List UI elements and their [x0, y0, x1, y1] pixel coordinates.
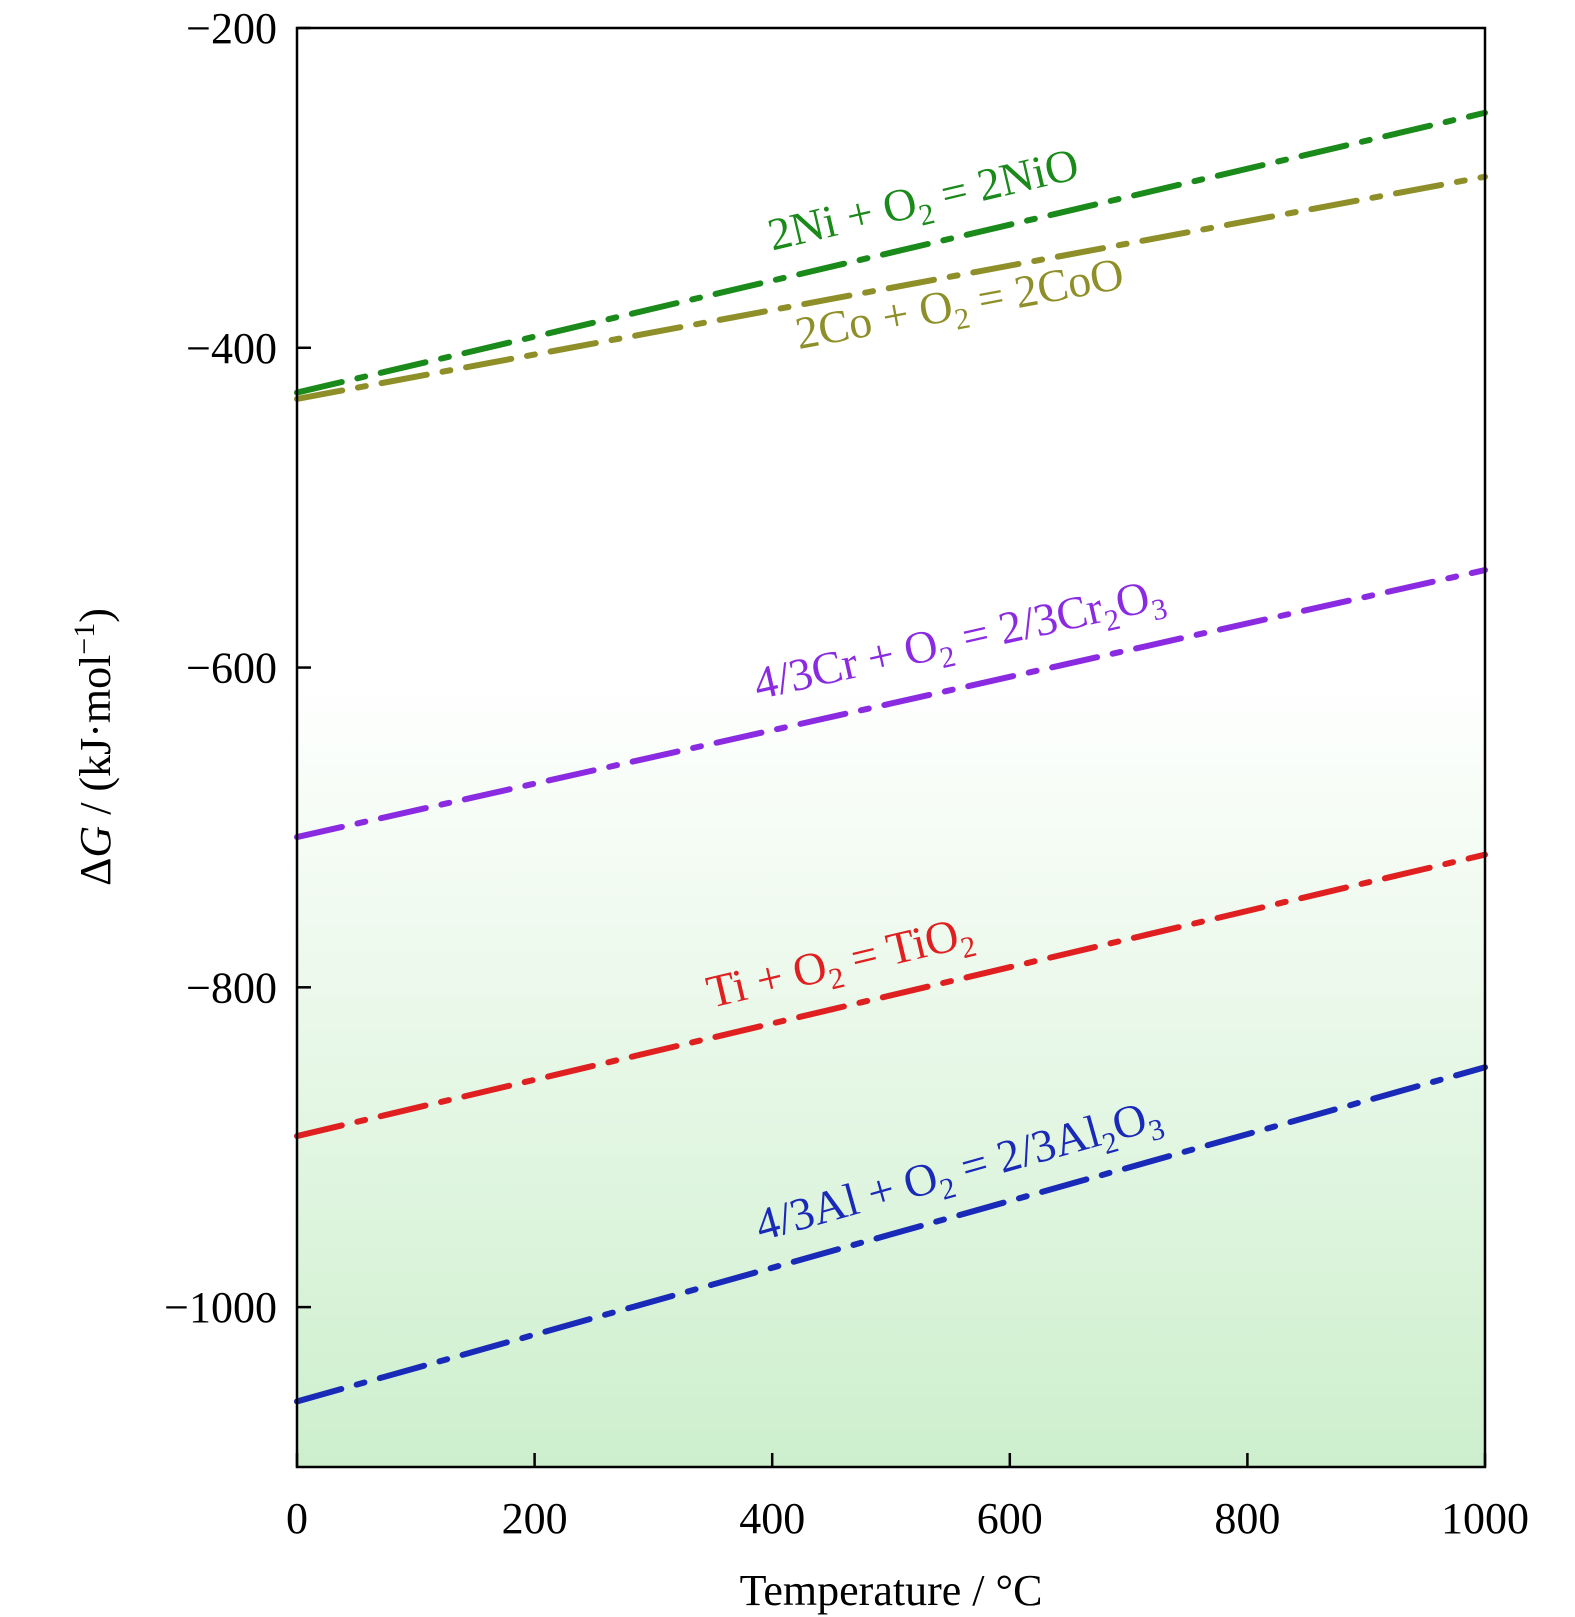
- y-tick-label-1: −400: [186, 324, 277, 373]
- series-label-2-part-1: 2: [937, 640, 959, 675]
- x-tick-label-0: 0: [286, 1494, 308, 1543]
- y-axis-title-unit: / (kJ·mol: [71, 655, 120, 826]
- series-label-1-part-1: 2: [952, 301, 973, 336]
- y-tick-label-4: −1000: [164, 1283, 277, 1332]
- series-layer: [294, 109, 1488, 1405]
- x-tick-label-3: 600: [977, 1494, 1043, 1543]
- y-tick-label-3: −800: [186, 963, 277, 1012]
- y-axis-title-unit-close: ): [71, 608, 120, 623]
- series-line-1: [294, 173, 1488, 402]
- series-line-0: [294, 109, 1488, 396]
- plot-frame: [295, 26, 1487, 1469]
- x-axis-title: Temperature / °C: [740, 1566, 1043, 1615]
- series-label-0-part-1: 2: [916, 197, 938, 233]
- x-tick-label-1: 200: [502, 1494, 568, 1543]
- x-tick-label-5: 1000: [1441, 1494, 1529, 1543]
- y-tick-label-2: −600: [186, 644, 277, 693]
- series-line-2: [294, 567, 1488, 841]
- series-line-3: [294, 851, 1488, 1140]
- y-tick-label-0: −200: [186, 4, 277, 53]
- series-label-2-part-3: 2: [1101, 603, 1123, 638]
- series-line-4: [294, 1064, 1488, 1405]
- plot-background: [297, 28, 1485, 1467]
- y-axis-title-delta: Δ: [71, 858, 120, 886]
- x-tick-label-2: 400: [739, 1494, 805, 1543]
- series-label-2-part-5: 3: [1148, 592, 1170, 627]
- y-axis-title-unit-exponent: −1: [68, 623, 101, 655]
- series-label-3-part-3: 2: [958, 930, 980, 966]
- y-axis-title: ΔG / (kJ·mol−1): [68, 608, 120, 886]
- tick-layer: 0 200 400 600 800 1000 −200 −400 −600 −800 −1000: [164, 4, 1529, 1543]
- x-tick-label-4: 800: [1214, 1494, 1280, 1543]
- series-label-3-part-1: 2: [826, 961, 848, 997]
- y-axis-title-var: G: [71, 826, 120, 858]
